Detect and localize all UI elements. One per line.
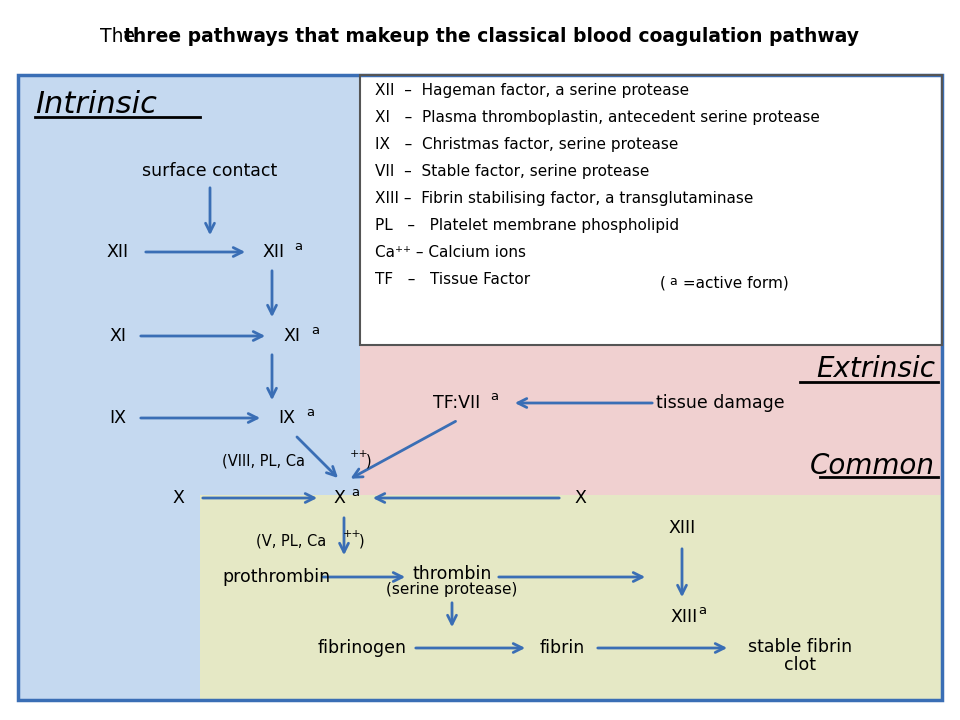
Text: ++: ++ — [350, 449, 369, 459]
Text: (VIII, PL, Ca: (VIII, PL, Ca — [222, 453, 305, 468]
Text: three pathways that makeup the classical blood coagulation pathway: three pathways that makeup the classical… — [124, 27, 859, 47]
Text: thrombin: thrombin — [412, 565, 492, 583]
Bar — [360, 75, 942, 345]
Text: ++: ++ — [343, 529, 362, 539]
Text: XI: XI — [283, 327, 300, 345]
Text: XIII –  Fibrin stabilising factor, a transglutaminase: XIII – Fibrin stabilising factor, a tran… — [375, 191, 754, 206]
Text: IX: IX — [109, 409, 127, 427]
Text: (V, PL, Ca: (V, PL, Ca — [256, 533, 326, 548]
Text: Intrinsic: Intrinsic — [35, 90, 156, 119]
Text: TF   –   Tissue Factor: TF – Tissue Factor — [375, 272, 530, 287]
Text: a: a — [306, 405, 314, 418]
Bar — [18, 75, 942, 700]
Text: a: a — [698, 605, 707, 618]
Text: XI: XI — [109, 327, 127, 345]
Bar — [18, 75, 942, 700]
Text: fibrinogen: fibrinogen — [318, 639, 406, 657]
Text: Ca⁺⁺ – Calcium ions: Ca⁺⁺ – Calcium ions — [375, 245, 526, 260]
Text: XII: XII — [107, 243, 129, 261]
Text: XII: XII — [262, 243, 284, 261]
Text: (: ( — [660, 276, 666, 291]
Text: IX: IX — [278, 409, 295, 427]
Text: =active form): =active form) — [678, 276, 789, 291]
Text: VII  –  Stable factor, serine protease: VII – Stable factor, serine protease — [375, 164, 649, 179]
Text: Common: Common — [810, 452, 935, 480]
Text: Extrinsic: Extrinsic — [816, 355, 935, 383]
Text: stable fibrin: stable fibrin — [748, 638, 852, 656]
Text: X: X — [172, 489, 184, 507]
Text: fibrin: fibrin — [540, 639, 585, 657]
Text: a: a — [490, 390, 498, 403]
Text: X: X — [333, 489, 345, 507]
Text: (serine protease): (serine protease) — [386, 582, 517, 597]
Text: a: a — [669, 275, 677, 288]
Text: ): ) — [359, 533, 365, 548]
Bar — [200, 495, 942, 700]
Text: ): ) — [366, 453, 372, 468]
Text: prothrombin: prothrombin — [222, 568, 330, 586]
Text: surface contact: surface contact — [142, 162, 277, 180]
Text: TF:VII: TF:VII — [433, 394, 480, 412]
Text: tissue damage: tissue damage — [656, 394, 784, 412]
Text: The: The — [100, 27, 141, 47]
Text: PL   –   Platelet membrane phospholipid: PL – Platelet membrane phospholipid — [375, 218, 679, 233]
Text: IX   –  Christmas factor, serine protease: IX – Christmas factor, serine protease — [375, 137, 679, 152]
Text: XI   –  Plasma thromboplastin, antecedent serine protease: XI – Plasma thromboplastin, antecedent s… — [375, 110, 820, 125]
Text: XIII: XIII — [668, 519, 696, 537]
Text: a: a — [311, 323, 319, 336]
Text: a: a — [294, 240, 302, 253]
Bar — [360, 345, 942, 498]
Text: clot: clot — [784, 656, 816, 674]
Bar — [360, 75, 942, 345]
Text: XII  –  Hageman factor, a serine protease: XII – Hageman factor, a serine protease — [375, 83, 689, 98]
Text: X: X — [574, 489, 586, 507]
Text: XIII: XIII — [670, 608, 697, 626]
Text: a: a — [351, 485, 359, 498]
